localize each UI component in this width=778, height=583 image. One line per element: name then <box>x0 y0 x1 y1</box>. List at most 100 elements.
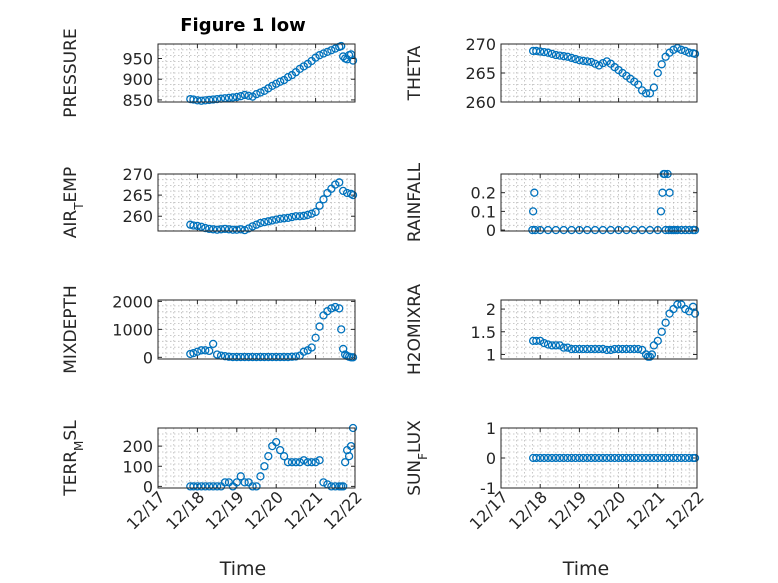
data-point <box>567 53 576 63</box>
data-point <box>653 336 662 345</box>
data-point <box>536 225 545 235</box>
data-point <box>571 344 580 354</box>
data-point <box>295 458 304 467</box>
data-point <box>240 226 249 235</box>
data-point <box>583 57 592 66</box>
data-point <box>319 478 328 487</box>
subplot-air-temp: 260 265 270 AIRTEMP <box>61 165 358 238</box>
data-point <box>543 453 553 463</box>
data-point <box>189 95 198 104</box>
data-point <box>236 352 245 362</box>
data-point <box>571 54 580 64</box>
data-point <box>337 41 346 51</box>
data-point <box>528 225 537 235</box>
y-tick-label: 1 <box>486 419 496 438</box>
data-point <box>590 225 600 235</box>
subplot-rainfall: 00.10.2 RAINFALL <box>405 162 700 242</box>
data-point <box>268 216 277 225</box>
data-point <box>657 453 666 463</box>
data-point <box>319 195 328 204</box>
data-point <box>244 91 253 100</box>
data-point <box>232 352 241 362</box>
data-point <box>193 482 202 491</box>
y-axis-label: THETA <box>405 45 425 101</box>
data-point <box>555 453 564 463</box>
subplot-theta: 260 265 270 THETA <box>405 35 700 112</box>
data-point <box>690 225 700 235</box>
data-point <box>264 217 273 226</box>
data-point <box>539 453 549 463</box>
data-point <box>228 93 238 102</box>
data-point <box>563 52 572 61</box>
data-point <box>530 225 540 235</box>
data-point <box>220 478 230 487</box>
y-tick-label: 265 <box>122 186 153 205</box>
subplot-h2omixra: 1 1.5 2 H2OMIXRA <box>405 284 700 375</box>
data-point <box>575 344 584 354</box>
data-point <box>311 333 320 342</box>
x-tick-label: 12/20 <box>583 487 629 533</box>
data-point <box>303 458 312 467</box>
data-point <box>622 453 631 463</box>
data-point <box>590 453 600 463</box>
data-point <box>248 352 257 362</box>
y-tick-label: 0.1 <box>471 202 496 221</box>
data-point <box>575 453 584 463</box>
y-axis-label: TERRMSL <box>61 420 86 497</box>
y-axis-label: PRESSURE <box>61 28 81 117</box>
y-tick-label: 0 <box>143 477 153 496</box>
data-point <box>567 225 576 235</box>
axes-box <box>157 173 356 232</box>
axes-box <box>500 299 698 360</box>
data-point <box>583 344 592 354</box>
data-point <box>228 352 238 362</box>
data-point <box>567 344 576 354</box>
data-point <box>645 89 655 98</box>
data-point <box>344 452 354 461</box>
subplot-sun-flux: -10112/1712/1812/1912/2012/2112/22SUNFLU… <box>405 419 708 533</box>
data-point <box>677 225 686 235</box>
data-point <box>606 225 615 235</box>
data-point <box>551 50 561 60</box>
data-point <box>610 453 619 463</box>
data-point <box>583 453 592 463</box>
data-point <box>536 453 545 463</box>
data-point <box>287 352 297 361</box>
data-point <box>299 211 308 220</box>
data-point <box>327 304 336 313</box>
data-point <box>340 458 350 467</box>
data-point <box>212 482 222 491</box>
data-point <box>327 482 336 491</box>
data-point <box>283 458 293 467</box>
data-point <box>232 225 241 234</box>
data-point <box>622 225 631 235</box>
data-point <box>677 45 686 54</box>
data-point <box>681 453 690 463</box>
axes-box <box>157 299 356 360</box>
data-point <box>212 94 222 104</box>
x-tick-label: 12/20 <box>241 487 287 533</box>
data-point <box>551 341 561 350</box>
data-point <box>216 225 226 234</box>
data-point <box>690 309 700 318</box>
x-axis-label-right: Time <box>562 558 610 580</box>
data-point <box>539 338 549 348</box>
data-point <box>260 217 269 227</box>
data-point <box>645 453 655 463</box>
data-point <box>630 453 639 463</box>
data-point <box>244 352 253 362</box>
data-point <box>315 51 324 60</box>
data-point <box>279 452 289 461</box>
data-point <box>685 225 694 235</box>
data-point <box>634 80 643 89</box>
data-point <box>610 344 619 354</box>
data-point <box>653 225 662 235</box>
data-point <box>579 344 588 354</box>
y-tick-label: -1 <box>480 479 496 498</box>
data-point <box>626 344 635 354</box>
axes-box <box>157 427 356 489</box>
y-tick-label: 100 <box>122 457 153 476</box>
data-point <box>315 322 324 331</box>
data-point <box>319 49 328 58</box>
data-point <box>681 225 690 235</box>
